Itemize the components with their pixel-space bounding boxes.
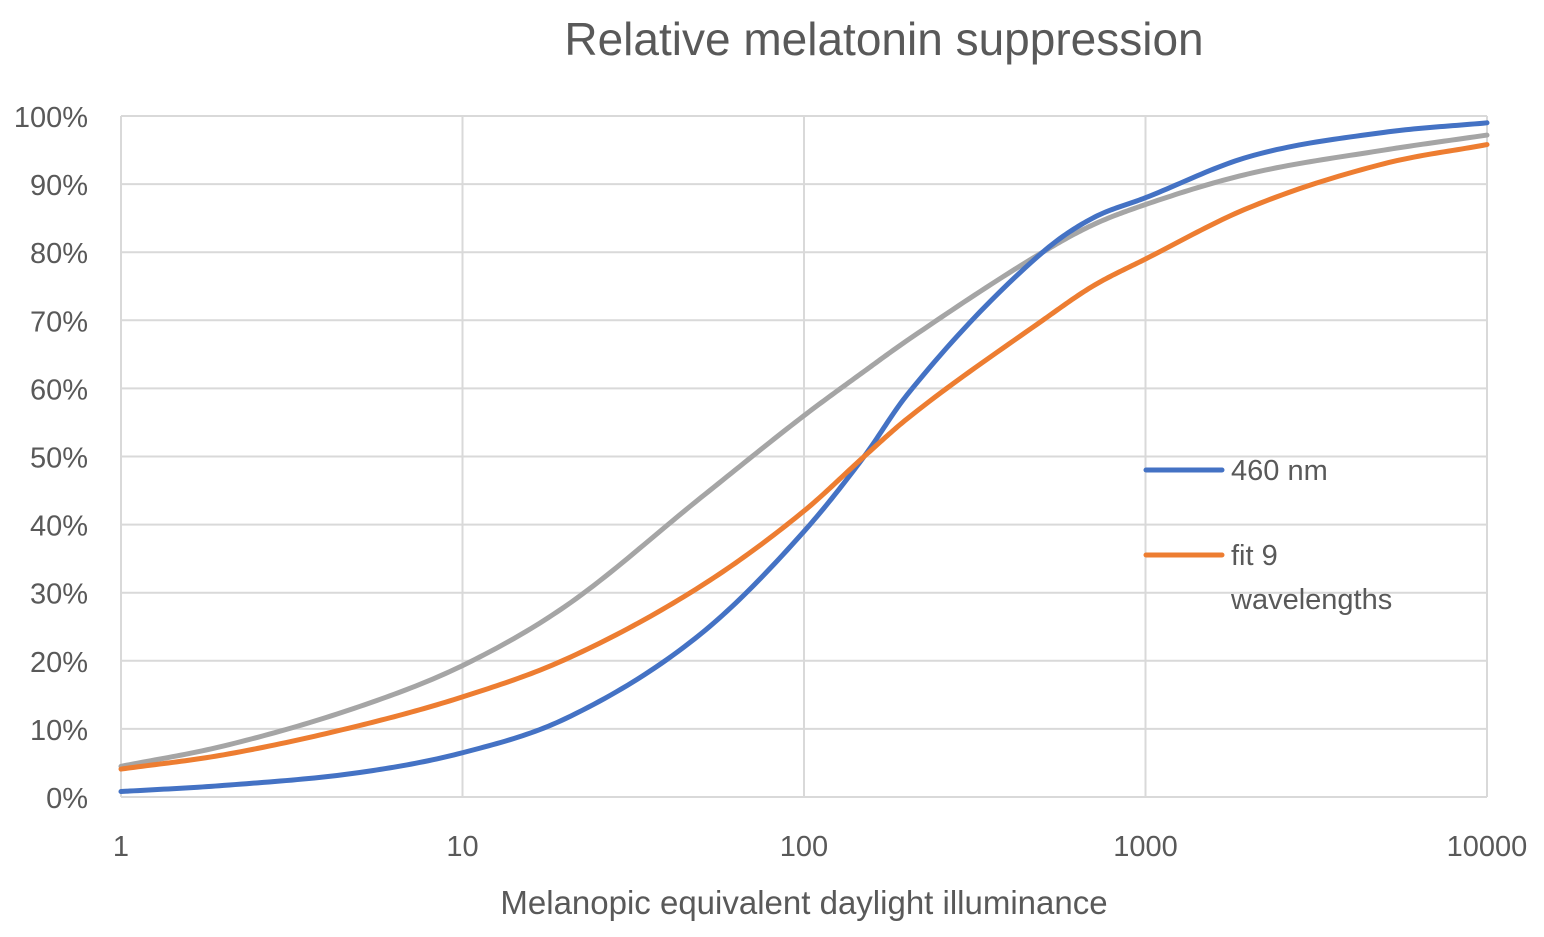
y-axis-ticks: 0% 10% 20% 30% 40% 50% 60% 70% 80% 90% 100%	[14, 102, 88, 815]
y-tick-label: 60%	[30, 374, 88, 406]
x-axis-label: Melanopic equivalent daylight illuminanc…	[500, 884, 1107, 921]
legend: 460 nm fit 9 wavelengths	[1143, 455, 1392, 616]
x-tick-label: 100	[780, 831, 828, 863]
y-tick-label: 50%	[30, 443, 88, 475]
x-tick-label: 10000	[1447, 831, 1528, 863]
legend-label: wavelengths	[1230, 584, 1392, 616]
series-lines	[118, 120, 1490, 795]
chart-title: Relative melatonin suppression	[564, 13, 1203, 65]
y-tick-label: 20%	[30, 647, 88, 679]
x-tick-label: 1	[113, 831, 129, 863]
x-axis-ticks: 1 10 100 1000 10000	[113, 831, 1527, 863]
y-tick-label: 70%	[30, 306, 88, 338]
series-line-3	[118, 132, 1490, 769]
y-tick-label: 30%	[30, 579, 88, 611]
legend-label: 460 nm	[1231, 455, 1328, 487]
x-tick-label: 1000	[1113, 831, 1178, 863]
x-tick-label: 10	[446, 831, 478, 863]
gridlines	[120, 115, 1488, 798]
y-tick-label: 80%	[30, 238, 88, 270]
series-line-2	[118, 142, 1490, 772]
legend-label: fit 9	[1231, 540, 1278, 572]
y-tick-label: 10%	[30, 715, 88, 747]
y-tick-label: 40%	[30, 511, 88, 543]
y-tick-label: 90%	[30, 170, 88, 202]
y-tick-label: 0%	[46, 783, 88, 815]
y-tick-label: 100%	[14, 102, 88, 134]
